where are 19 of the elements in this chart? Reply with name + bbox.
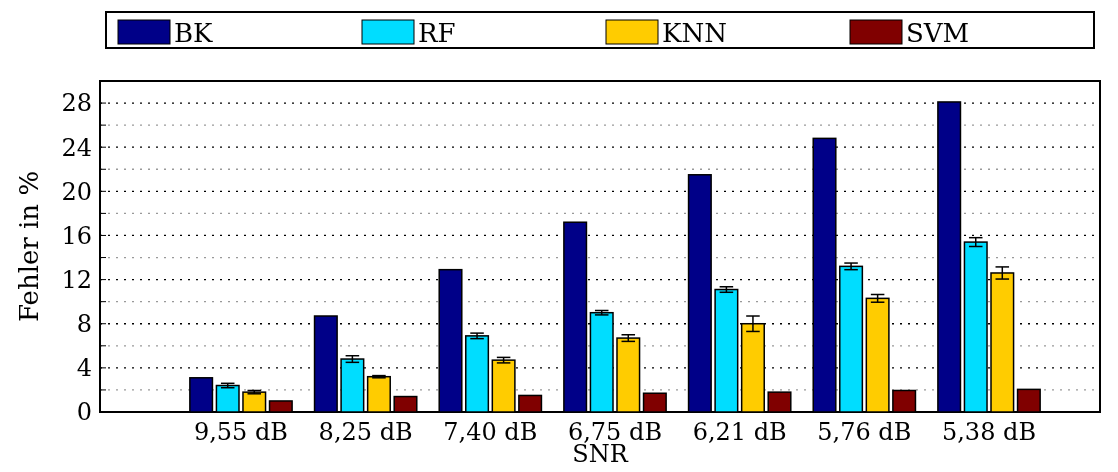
legend-label: SVM <box>906 18 970 48</box>
y-tick-label: 16 <box>61 221 92 250</box>
y-tick-label: 8 <box>76 310 92 339</box>
y-tick-label: 12 <box>61 266 92 294</box>
legend-label: KNN <box>662 18 727 48</box>
y-tick-label: 28 <box>61 89 92 118</box>
y-axis-title: Fehler in % <box>14 170 44 323</box>
y-tick-label: 20 <box>61 177 92 206</box>
x-tick-label: 6,21 dB <box>692 418 787 446</box>
y-tick-label: 0 <box>76 398 92 427</box>
y-tick-label: 4 <box>76 354 92 383</box>
legend-label: RF <box>418 18 456 48</box>
y-tick-label: 24 <box>61 133 92 162</box>
x-tick-label: 5,76 dB <box>817 418 912 446</box>
x-tick-label: 5,38 dB <box>941 418 1037 446</box>
x-tick-label: 7,40 dB <box>443 418 538 446</box>
x-tick-label: 9,55 dB <box>193 418 289 446</box>
legend-label: BK <box>174 18 214 48</box>
x-tick-label: 8,25 dB <box>318 418 413 446</box>
